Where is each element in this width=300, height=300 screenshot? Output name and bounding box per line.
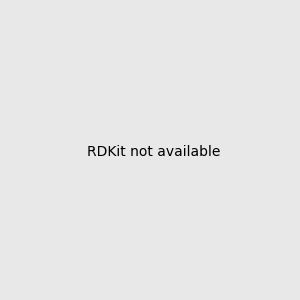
Text: RDKit not available: RDKit not available: [87, 145, 220, 158]
